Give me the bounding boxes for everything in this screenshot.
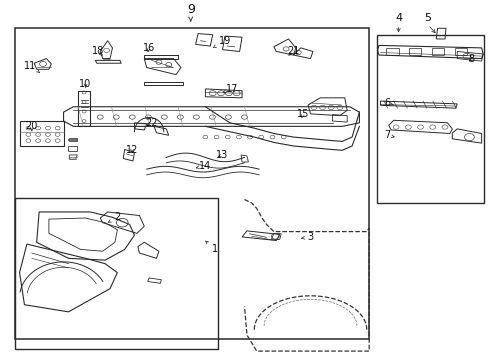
Text: 3: 3 — [301, 232, 313, 242]
Text: 7: 7 — [384, 130, 393, 140]
Bar — [15, 28, 368, 339]
Text: 5: 5 — [424, 13, 430, 23]
Text: 16: 16 — [142, 43, 155, 53]
Bar — [376, 35, 483, 203]
Text: 12: 12 — [125, 145, 138, 154]
Text: 6: 6 — [384, 98, 392, 108]
Text: 22: 22 — [145, 118, 158, 128]
Text: 8: 8 — [468, 54, 474, 64]
Text: 2: 2 — [108, 212, 120, 222]
Text: 1: 1 — [205, 241, 218, 255]
Text: 19: 19 — [213, 36, 231, 48]
Text: 9: 9 — [186, 3, 194, 16]
Text: 4: 4 — [394, 13, 401, 23]
Bar — [408, 48, 421, 55]
Text: 18: 18 — [91, 46, 104, 57]
Bar — [386, 48, 398, 55]
Text: 20: 20 — [25, 121, 38, 131]
Text: 17: 17 — [223, 84, 238, 94]
Text: 21: 21 — [286, 46, 299, 57]
Bar — [454, 48, 466, 55]
Text: 14: 14 — [196, 161, 211, 171]
Text: 15: 15 — [296, 109, 309, 119]
Text: 10: 10 — [79, 78, 92, 89]
Bar — [431, 48, 443, 55]
Text: 11: 11 — [24, 61, 40, 72]
Bar — [15, 198, 217, 349]
Text: 13: 13 — [216, 150, 228, 160]
